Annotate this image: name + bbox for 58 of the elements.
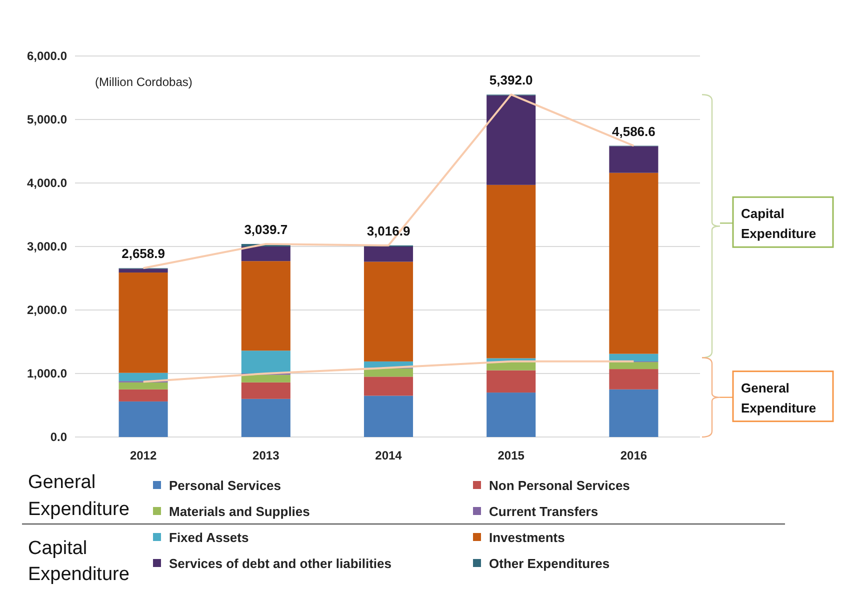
legend-label: Investments bbox=[489, 530, 565, 545]
bar bbox=[609, 354, 658, 362]
bar bbox=[118, 272, 168, 373]
annotation: (Million Cordobas) bbox=[95, 75, 192, 89]
y-tick-label: 5,000.0 bbox=[26, 112, 68, 126]
bar bbox=[609, 146, 658, 173]
bar bbox=[364, 246, 414, 262]
bar bbox=[241, 261, 290, 351]
bar bbox=[241, 398, 290, 437]
total-label: 4,586.6 bbox=[612, 124, 656, 139]
total-label: 2,658.9 bbox=[122, 246, 165, 262]
y-tick-label: 0.0 bbox=[50, 430, 68, 444]
text: Capital Expenditure bbox=[741, 206, 816, 242]
x-tick-label: 2013 bbox=[252, 448, 280, 463]
x-tick-label: 2016 bbox=[620, 448, 648, 463]
bar bbox=[486, 184, 536, 358]
bar bbox=[241, 374, 290, 382]
legend-label: Personal Services bbox=[169, 478, 282, 493]
total-label: 5,392.0 bbox=[489, 72, 533, 88]
bar bbox=[241, 350, 290, 374]
bar bbox=[364, 262, 414, 362]
y-tick-label: 3,000.0 bbox=[26, 239, 68, 254]
text: Capital Expenditure bbox=[28, 538, 130, 585]
bar bbox=[609, 369, 658, 390]
text: General Expenditure bbox=[28, 472, 130, 520]
bar bbox=[486, 95, 536, 185]
x-tick-label: 2014 bbox=[375, 448, 402, 463]
bar bbox=[364, 396, 414, 437]
y-tick-label: 6,000.0 bbox=[26, 48, 68, 63]
bar bbox=[609, 172, 658, 354]
text: General Expenditure bbox=[741, 380, 816, 416]
bar bbox=[486, 362, 536, 370]
total-label: 3,016.9 bbox=[366, 223, 410, 238]
legend-label: Other Expenditures bbox=[489, 556, 610, 571]
bar bbox=[118, 401, 168, 437]
y-tick-label: 4,000.0 bbox=[26, 176, 68, 190]
legend-label: Services of debt and other liabilities bbox=[169, 556, 392, 571]
bar bbox=[118, 268, 168, 273]
bar bbox=[118, 372, 168, 382]
y-tick-label: 1,000.0 bbox=[26, 366, 68, 380]
bar bbox=[118, 389, 168, 402]
legend-label: Materials and Supplies bbox=[169, 504, 310, 519]
bar bbox=[486, 392, 536, 437]
bar bbox=[364, 368, 414, 377]
legend-label: Non Personal Services bbox=[489, 478, 630, 493]
x-tick-label: 2015 bbox=[498, 448, 525, 463]
bar bbox=[241, 382, 290, 399]
legend-label: Fixed Assets bbox=[169, 530, 249, 545]
bar bbox=[486, 370, 536, 393]
total-label: 3,039.7 bbox=[244, 222, 288, 237]
bar bbox=[241, 246, 290, 262]
bar bbox=[609, 362, 658, 370]
y-tick-label: 2,000.0 bbox=[26, 302, 68, 317]
x-tick-label: 2012 bbox=[130, 448, 157, 463]
legend-label: Current Transfers bbox=[489, 504, 598, 519]
bar bbox=[364, 376, 414, 396]
bar bbox=[609, 389, 658, 437]
bar bbox=[118, 382, 168, 390]
